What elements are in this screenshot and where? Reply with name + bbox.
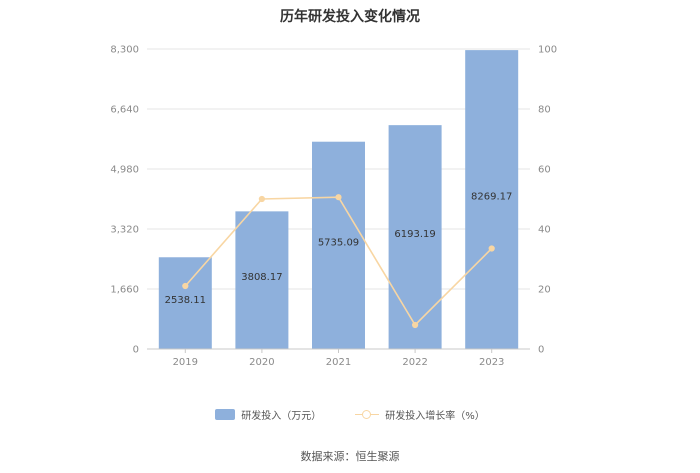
x-tick-label: 2020 — [249, 357, 274, 368]
y-left-tick-label: 6,640 — [110, 105, 139, 116]
data-source: 数据来源：恒生聚源 — [300, 450, 400, 463]
y-right-tick-label: 20 — [538, 285, 551, 296]
bar — [235, 211, 289, 349]
line-point — [335, 194, 342, 201]
line-point — [412, 321, 419, 329]
bar-data-label: 6193.19 — [394, 229, 435, 240]
bar — [388, 125, 442, 350]
y-right-tick-label: 80 — [538, 105, 551, 116]
bar-data-label: 2538.11 — [165, 295, 206, 306]
bar-series — [158, 50, 519, 350]
y-right-tick-label: 100 — [538, 45, 557, 56]
line-series — [182, 194, 495, 329]
bar-data-label: 3808.17 — [241, 272, 282, 283]
y-left-tick-label: 8,300 — [110, 45, 139, 56]
bar — [158, 257, 212, 349]
x-tick-label: 2019 — [173, 357, 198, 368]
legend-label-bar: 研发投入（万元） — [241, 411, 322, 422]
chart-title: 历年研发投入变化情况 — [280, 9, 420, 25]
x-tick-label: 2021 — [326, 357, 351, 368]
legend-label-line: 研发投入增长率（%） — [385, 411, 485, 422]
line-point — [182, 282, 189, 290]
bar — [465, 50, 519, 349]
legend-line-swatch — [355, 409, 380, 420]
y-right-tick-label: 40 — [538, 225, 551, 236]
y-right-tick-label: 0 — [538, 345, 544, 356]
bar-data-label: 8269.17 — [471, 192, 512, 203]
line-point — [258, 195, 265, 203]
bar-data-labels: 2538.11 3808.17 5735.09 6193.19 8269.17 — [165, 192, 513, 307]
right-axis-ticks: 0 20 40 60 80 100 — [538, 45, 557, 356]
legend-item-bar[interactable]: 研发投入（万元） — [215, 407, 321, 422]
y-left-tick-label: 3,320 — [110, 225, 139, 236]
left-axis-ticks: 0 1,660 3,320 4,980 6,640 8,300 — [110, 45, 139, 356]
bar-data-label: 5735.09 — [318, 237, 359, 248]
x-axis: 2019 2020 2021 2022 2023 — [147, 348, 530, 368]
legend: 研发投入（万元） 研发投入增长率（%） — [0, 407, 700, 422]
line-point — [488, 245, 495, 252]
legend-item-line[interactable]: 研发投入增长率（%） — [355, 407, 485, 422]
x-tick-label: 2022 — [402, 357, 427, 368]
y-left-tick-label: 0 — [133, 345, 139, 356]
x-tick-label: 2023 — [479, 357, 504, 368]
bar — [312, 141, 365, 349]
legend-bar-swatch — [215, 409, 236, 420]
y-left-tick-label: 1,660 — [110, 285, 139, 296]
y-left-tick-label: 4,980 — [110, 165, 139, 176]
y-right-tick-label: 60 — [538, 165, 551, 176]
